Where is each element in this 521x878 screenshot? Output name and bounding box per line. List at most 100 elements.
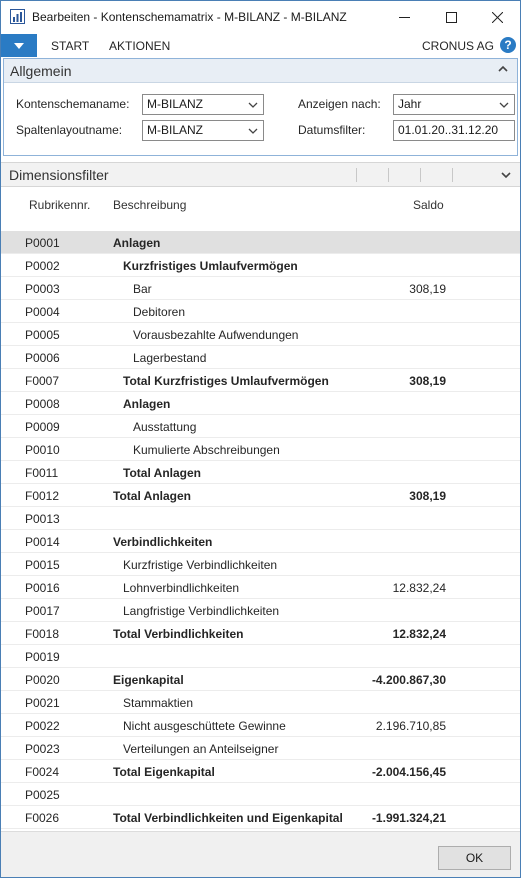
chevron-up-icon[interactable] <box>497 63 509 75</box>
row-code: P0006 <box>25 351 60 365</box>
row-code: P0008 <box>25 397 60 411</box>
table-row[interactable]: F0007 Total Kurzfristiges Umlaufvermögen 3… <box>1 369 520 392</box>
column-header-code[interactable]: Rubrikennr. <box>29 198 91 212</box>
grid-header: Rubrikennr. Beschreibung Saldo <box>1 187 520 231</box>
general-fasttab: Allgemein Kontenschemaname: M-BILANZ Spa… <box>3 58 518 156</box>
maximize-icon <box>445 11 457 23</box>
row-description: Total Kurzfristiges Umlaufvermögen <box>123 374 329 388</box>
table-row[interactable]: P0025 <box>1 783 520 806</box>
chevron-down-icon[interactable] <box>498 99 510 111</box>
row-code: P0014 <box>25 535 60 549</box>
minimize-icon <box>398 16 410 18</box>
schema-name-field[interactable]: M-BILANZ <box>142 94 264 115</box>
row-description: Debitoren <box>133 305 186 319</box>
row-balance[interactable]: -2.004.156,45 <box>371 765 446 779</box>
table-row[interactable]: P0016 Lohnverbindlichkeiten 12.832,24 <box>1 576 520 599</box>
row-code: P0020 <box>25 673 60 687</box>
row-balance[interactable]: 2.196.710,85 <box>375 719 446 733</box>
company-name[interactable]: CRONUS AG <box>421 39 494 53</box>
caret-down-icon <box>14 42 24 49</box>
table-row[interactable]: P0010 Kumulierte Abschreibungen <box>1 438 520 461</box>
row-balance[interactable]: -1.991.324,21 <box>371 811 446 825</box>
table-row[interactable]: P0008 Anlagen <box>1 392 520 415</box>
ok-button[interactable]: OK <box>438 846 511 870</box>
row-code: P0009 <box>25 420 60 434</box>
row-balance[interactable]: 308,19 <box>409 489 446 503</box>
row-code: F0018 <box>25 627 60 641</box>
table-row[interactable]: P0022 Nicht ausgeschüttete Gewinne 2.196.7… <box>1 714 520 737</box>
chevron-down-icon[interactable] <box>500 169 512 181</box>
table-row[interactable]: F0026 Total Verbindlichkeiten und Eigenka… <box>1 806 520 829</box>
schema-name-label: Kontenschemaname: <box>16 97 130 111</box>
table-row[interactable]: F0018 Total Verbindlichkeiten 12.832,24 <box>1 622 520 645</box>
row-description: Lohnverbindlichkeiten <box>123 581 240 595</box>
view-by-field[interactable]: Jahr <box>393 94 515 115</box>
chevron-down-icon[interactable] <box>247 99 259 111</box>
table-row[interactable]: P0019 <box>1 645 520 668</box>
table-row[interactable]: P0006 Lagerbestand <box>1 346 520 369</box>
row-description: Stammaktien <box>123 696 194 710</box>
row-code: F0026 <box>25 811 60 825</box>
row-code: P0001 <box>25 236 60 250</box>
divider <box>452 168 453 182</box>
table-row[interactable]: F0012 Total Anlagen 308,19 <box>1 484 520 507</box>
window-title: Bearbeiten - Kontenschemamatrix - M-BILA… <box>32 10 347 24</box>
table-row[interactable]: P0005 Vorausbezahlte Aufwendungen <box>1 323 520 346</box>
row-code: P0021 <box>25 696 60 710</box>
row-description: Bar <box>133 282 152 296</box>
tab-start[interactable]: START <box>51 39 90 53</box>
table-row[interactable]: P0013 <box>1 507 520 530</box>
table-row[interactable]: P0017 Langfristige Verbindlichkeiten <box>1 599 520 622</box>
row-description: Ausstattung <box>133 420 197 434</box>
chevron-down-icon[interactable] <box>247 125 259 137</box>
app-chart-icon <box>10 9 25 24</box>
dimension-filter-title: Dimensionsfilter <box>9 167 109 183</box>
table-row[interactable]: P0015 Kurzfristige Verbindlichkeiten <box>1 553 520 576</box>
general-fasttab-header[interactable]: Allgemein <box>4 59 517 83</box>
table-row[interactable]: P0004 Debitoren <box>1 300 520 323</box>
table-row[interactable]: P0020 Eigenkapital -4.200.867,30 <box>1 668 520 691</box>
table-row[interactable]: F0024 Total Eigenkapital -2.004.156,45 <box>1 760 520 783</box>
table-row[interactable]: P0014 Verbindlichkeiten <box>1 530 520 553</box>
row-description: Total Anlagen <box>113 489 191 503</box>
row-description: Langfristige Verbindlichkeiten <box>123 604 280 618</box>
app-menu-button[interactable] <box>1 34 37 57</box>
tab-aktionen[interactable]: AKTIONEN <box>109 39 171 53</box>
table-row[interactable]: P0009 Ausstattung <box>1 415 520 438</box>
row-description: Nicht ausgeschüttete Gewinne <box>123 719 286 733</box>
row-code: P0023 <box>25 742 60 756</box>
row-code: P0016 <box>25 581 60 595</box>
view-by-label: Anzeigen nach: <box>298 97 381 111</box>
column-layout-field[interactable]: M-BILANZ <box>142 120 264 141</box>
row-description: Verteilungen an Anteilseigner <box>123 742 279 756</box>
row-balance[interactable]: 12.832,24 <box>392 581 446 595</box>
row-description: Lagerbestand <box>133 351 207 365</box>
row-balance[interactable]: 308,19 <box>409 282 446 296</box>
row-balance[interactable]: 308,19 <box>409 374 446 388</box>
table-row[interactable]: P0002 Kurzfristiges Umlaufvermögen <box>1 254 520 277</box>
row-balance[interactable]: -4.200.867,30 <box>371 673 446 687</box>
close-icon <box>491 11 503 23</box>
dimension-filter-fasttab[interactable]: Dimensionsfilter <box>1 162 520 187</box>
table-row[interactable]: P0001 Anlagen <box>1 231 520 254</box>
table-row[interactable]: F0011 Total Anlagen <box>1 461 520 484</box>
table-row[interactable]: P0003 Bar 308,19 <box>1 277 520 300</box>
row-code: P0017 <box>25 604 60 618</box>
row-balance[interactable]: 12.832,24 <box>392 627 446 641</box>
column-layout-value: M-BILANZ <box>147 123 204 137</box>
row-code: P0002 <box>25 259 60 273</box>
date-filter-value: 01.01.20..31.12.20 <box>398 123 499 137</box>
table-row[interactable]: P0023 Verteilungen an Anteilseigner <box>1 737 520 760</box>
row-code: F0011 <box>25 466 59 480</box>
divider <box>388 168 389 182</box>
date-filter-field[interactable]: 01.01.20..31.12.20 <box>393 120 515 141</box>
column-header-description[interactable]: Beschreibung <box>113 198 187 212</box>
close-button[interactable] <box>474 1 520 33</box>
maximize-button[interactable] <box>428 1 474 33</box>
minimize-button[interactable] <box>381 1 427 33</box>
table-row[interactable]: P0021 Stammaktien <box>1 691 520 714</box>
general-fasttab-title: Allgemein <box>10 63 72 79</box>
column-header-balance[interactable]: Saldo <box>413 198 444 212</box>
help-button[interactable]: ? <box>500 37 516 53</box>
